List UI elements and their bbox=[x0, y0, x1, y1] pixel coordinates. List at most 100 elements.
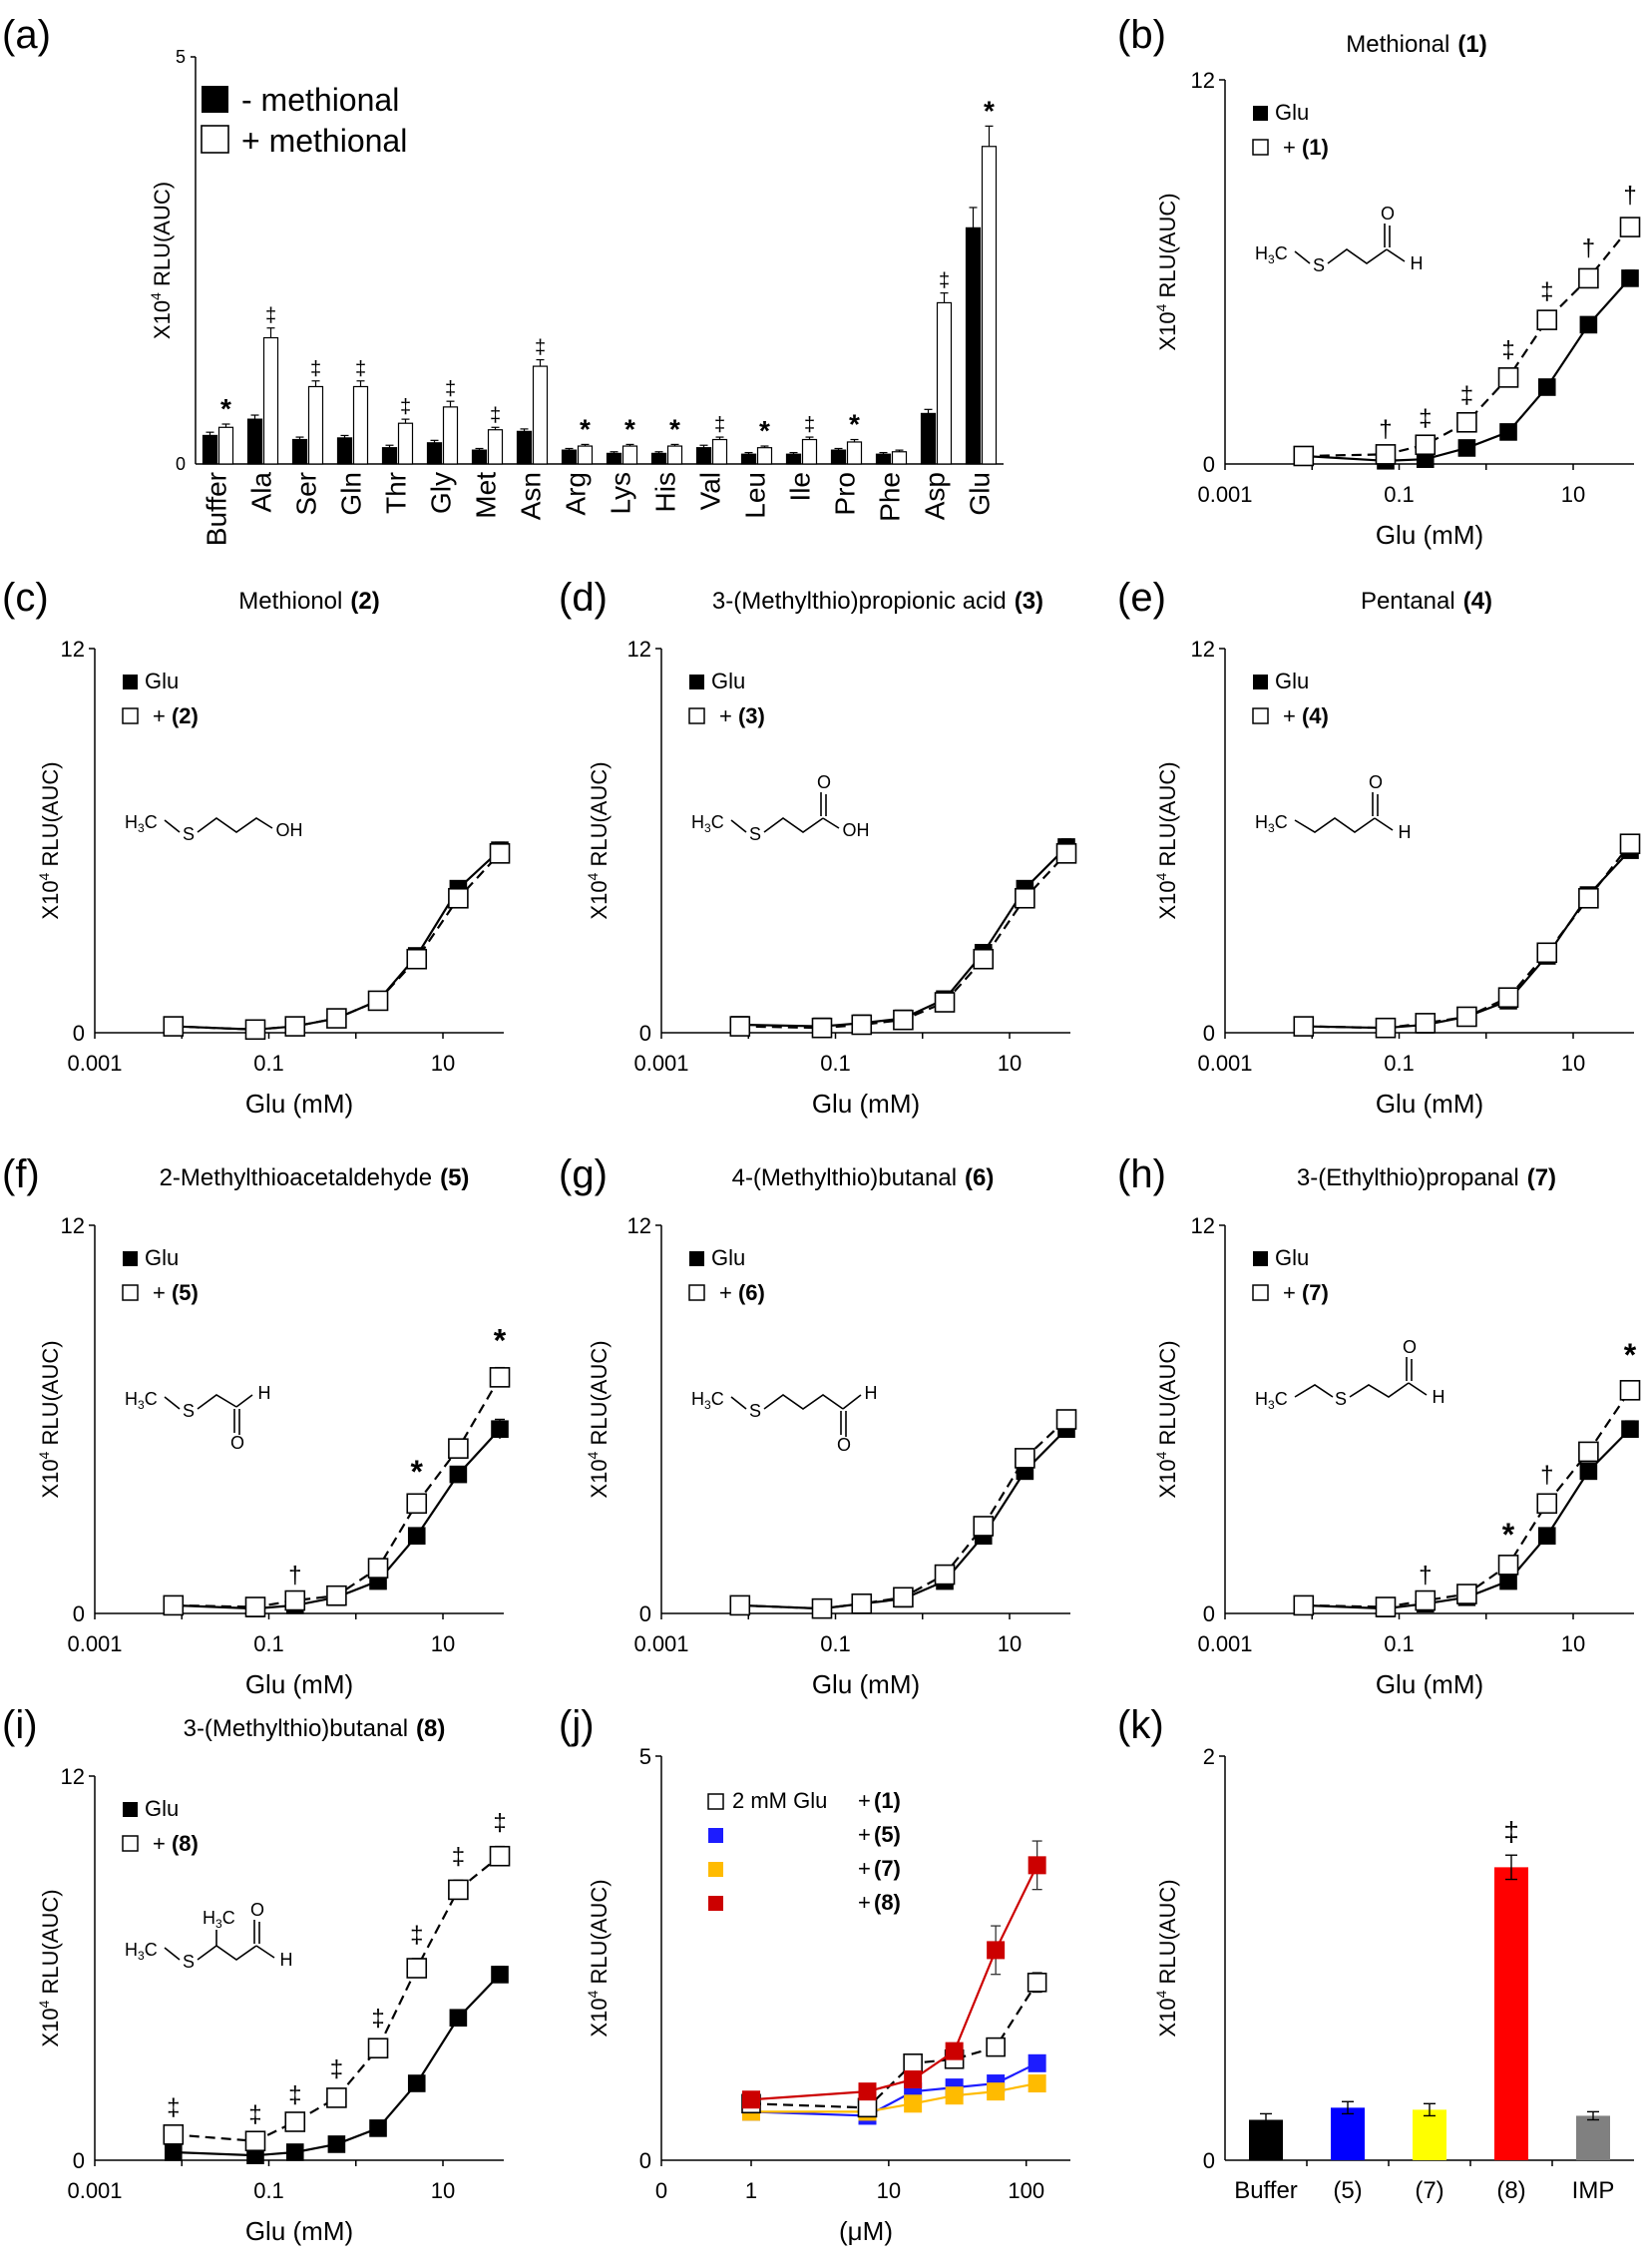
y-axis-label: X104 RLU(AUC) bbox=[585, 1340, 612, 1498]
bar bbox=[307, 385, 324, 465]
significance-mark: ‡ bbox=[535, 337, 546, 359]
bond bbox=[1349, 1382, 1410, 1398]
data-point bbox=[1537, 1527, 1556, 1545]
bar bbox=[397, 422, 414, 465]
data-point bbox=[1015, 1448, 1035, 1469]
significance-mark: * bbox=[849, 409, 860, 440]
significance-mark: * bbox=[220, 393, 231, 424]
x-tick-label: 10 bbox=[431, 1051, 455, 1076]
x-tick-label: 1 bbox=[745, 2178, 757, 2203]
series-line bbox=[750, 1864, 1038, 2101]
panel-label: (h) bbox=[1117, 1152, 1166, 1196]
data-point bbox=[1415, 434, 1437, 456]
x-tick-label: 0.1 bbox=[820, 1631, 851, 1656]
atom-label: S bbox=[1313, 255, 1325, 275]
data-point bbox=[1621, 269, 1639, 287]
legend-marker-open bbox=[688, 1284, 705, 1301]
y-tick-label: 12 bbox=[627, 1213, 651, 1238]
bond bbox=[235, 1394, 253, 1408]
significance-mark: ‡ bbox=[1419, 405, 1432, 432]
data-point bbox=[1619, 217, 1641, 237]
legend-marker-open bbox=[122, 1835, 139, 1852]
bar bbox=[711, 438, 728, 465]
data-point bbox=[1621, 1420, 1639, 1439]
significance-mark: ‡ bbox=[167, 2094, 180, 2121]
data-point bbox=[164, 2143, 183, 2161]
y-tick-label: 0 bbox=[73, 2148, 85, 2173]
category-label: IMP bbox=[1572, 2177, 1615, 2204]
bar bbox=[352, 385, 369, 465]
y-axis-label: X104 RLU(AUC) bbox=[36, 1340, 63, 1498]
data-point bbox=[326, 1008, 347, 1029]
data-point bbox=[1375, 1596, 1397, 1617]
molecule-structure: H3C S H3C O H bbox=[125, 1900, 293, 1972]
bar bbox=[1494, 1867, 1528, 2160]
significance-mark: ‡ bbox=[410, 1922, 423, 1949]
significance-mark: ‡ bbox=[493, 1810, 506, 1837]
data-point bbox=[729, 1594, 751, 1616]
data-point bbox=[1055, 1409, 1077, 1430]
chart-title: 3-(Ethylthio)propanal (7) bbox=[1297, 1164, 1556, 1191]
series-line bbox=[173, 852, 501, 1031]
panel-f: (f) 2-Methylthioacetaldehyde (5) 12 0 0.001 0.… bbox=[2, 1152, 511, 1699]
x-tick-label: 10 bbox=[1561, 482, 1585, 507]
data-point bbox=[1415, 1013, 1437, 1034]
x-tick-label: 0.1 bbox=[820, 1051, 851, 1076]
series-line bbox=[1303, 1389, 1631, 1608]
legend-marker-filled bbox=[123, 1802, 138, 1817]
significance-mark: ‡ bbox=[400, 396, 411, 418]
atom-label: S bbox=[749, 824, 761, 844]
data-point bbox=[244, 1019, 266, 1041]
bond bbox=[255, 1945, 275, 1959]
category-label: Ile bbox=[785, 472, 816, 502]
bar bbox=[666, 445, 683, 465]
data-point bbox=[1497, 987, 1519, 1009]
legend-label: + bbox=[858, 1856, 871, 1881]
data-point bbox=[367, 1558, 389, 1579]
atom-label: H bbox=[865, 1383, 878, 1403]
x-tick-label: 10 bbox=[877, 2178, 901, 2203]
atom-label: O bbox=[837, 1435, 851, 1455]
atom-label: H bbox=[1399, 822, 1412, 842]
y-tick-label: 0 bbox=[176, 454, 186, 474]
bar bbox=[336, 437, 353, 465]
bond bbox=[822, 817, 840, 829]
x-tick-label: 10 bbox=[431, 2178, 455, 2203]
significance-mark: * bbox=[759, 415, 770, 446]
bar bbox=[695, 447, 712, 465]
data-point bbox=[1619, 1380, 1641, 1401]
legend-marker-filled bbox=[1253, 1251, 1268, 1266]
bar bbox=[532, 365, 549, 465]
data-point bbox=[1499, 423, 1517, 441]
legend-marker-open bbox=[1252, 1284, 1269, 1301]
data-point bbox=[1578, 267, 1599, 289]
legend-label: Glu bbox=[145, 1796, 179, 1821]
panel-label: (e) bbox=[1117, 576, 1166, 620]
y-axis-label: X104 RLU(AUC) bbox=[1153, 1879, 1180, 2037]
significance-mark: ‡ bbox=[371, 2005, 384, 2032]
legend-marker-filled bbox=[123, 1251, 138, 1266]
y-tick-label: 0 bbox=[1203, 1601, 1215, 1626]
atom-label: O bbox=[1369, 772, 1383, 792]
bar bbox=[516, 430, 533, 465]
chart-title: 4-(Methylthio)butanal (6) bbox=[732, 1164, 995, 1191]
y-tick-label: 12 bbox=[1191, 68, 1215, 93]
y-axis-label: X104 RLU(AUC) bbox=[1153, 1340, 1180, 1498]
data-point bbox=[1579, 315, 1598, 334]
significance-mark: † bbox=[1379, 416, 1392, 443]
legend-marker-open bbox=[201, 125, 229, 154]
bar bbox=[577, 445, 594, 465]
y-axis-label: X104 RLU(AUC) bbox=[1153, 761, 1180, 919]
bar bbox=[920, 412, 937, 465]
data-point bbox=[1293, 445, 1315, 467]
x-tick-label: 10 bbox=[998, 1631, 1022, 1656]
x-tick-label: 0.001 bbox=[1197, 1631, 1252, 1656]
legend-marker bbox=[708, 1862, 723, 1877]
series-line bbox=[173, 849, 501, 1031]
data-point bbox=[1497, 367, 1519, 388]
bar bbox=[606, 452, 622, 465]
y-tick-label: 0 bbox=[1203, 2148, 1215, 2173]
data-point bbox=[449, 2009, 468, 2028]
data-point bbox=[163, 1016, 185, 1037]
molecule-structure: H3C S O H bbox=[125, 1383, 271, 1453]
